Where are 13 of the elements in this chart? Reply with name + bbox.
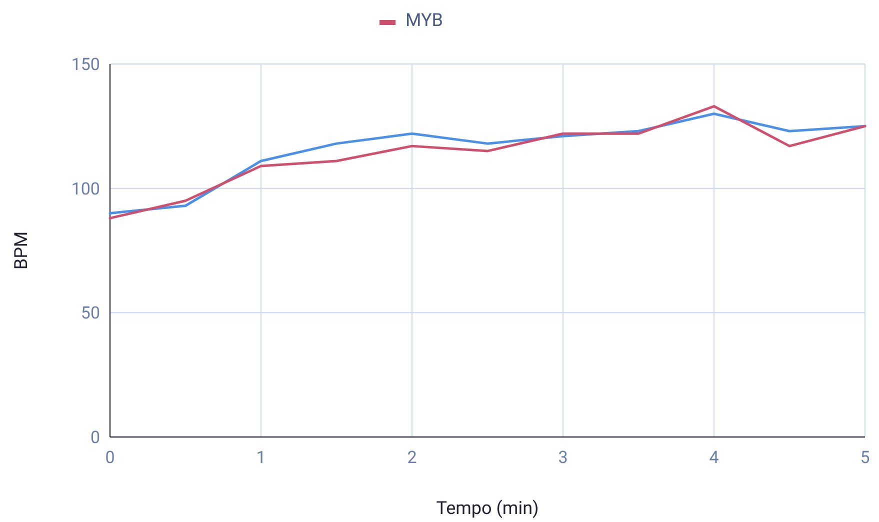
x-tick-label: 4 bbox=[709, 448, 720, 468]
x-tick-label: 1 bbox=[256, 448, 266, 468]
x-tick-label: 5 bbox=[860, 448, 870, 468]
y-axis-title: BPM bbox=[11, 231, 32, 270]
x-axis-title: Tempo (min) bbox=[436, 498, 539, 519]
y-tick-label: 50 bbox=[80, 304, 100, 324]
legend-label: MYB bbox=[406, 10, 443, 31]
x-tick-label: 2 bbox=[407, 448, 417, 468]
x-tick-label: 3 bbox=[558, 448, 568, 468]
y-tick-label: 0 bbox=[90, 428, 100, 448]
y-tick-label: 150 bbox=[71, 55, 100, 75]
x-tick-label: 0 bbox=[105, 448, 115, 468]
y-tick-label: 100 bbox=[71, 179, 100, 200]
